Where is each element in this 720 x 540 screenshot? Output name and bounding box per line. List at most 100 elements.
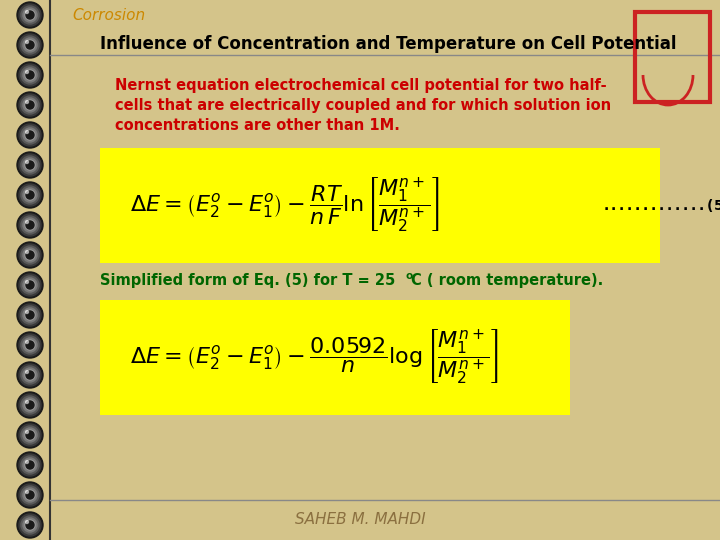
Circle shape <box>29 14 32 17</box>
Circle shape <box>25 280 29 284</box>
Circle shape <box>27 342 33 348</box>
Circle shape <box>19 364 41 386</box>
Circle shape <box>27 132 33 138</box>
Circle shape <box>19 94 41 116</box>
Circle shape <box>26 41 34 49</box>
Circle shape <box>19 334 41 356</box>
Circle shape <box>25 401 29 403</box>
Circle shape <box>25 160 35 170</box>
Circle shape <box>25 461 29 463</box>
Circle shape <box>27 72 33 78</box>
Text: SAHEB M. MAHDI: SAHEB M. MAHDI <box>294 512 426 528</box>
Circle shape <box>17 212 43 238</box>
Circle shape <box>26 281 34 289</box>
Circle shape <box>17 32 43 58</box>
Circle shape <box>19 214 41 236</box>
Circle shape <box>25 341 29 343</box>
Circle shape <box>23 488 37 502</box>
Circle shape <box>26 71 34 79</box>
Circle shape <box>25 400 35 410</box>
Circle shape <box>27 222 33 228</box>
Circle shape <box>25 191 29 193</box>
Circle shape <box>27 402 33 408</box>
Circle shape <box>27 312 33 318</box>
Circle shape <box>25 280 35 290</box>
Circle shape <box>25 521 29 523</box>
Circle shape <box>26 401 34 409</box>
Circle shape <box>19 154 41 176</box>
Circle shape <box>27 162 33 168</box>
Text: o: o <box>406 271 413 281</box>
Circle shape <box>29 44 32 46</box>
Circle shape <box>17 422 43 448</box>
Circle shape <box>17 62 43 88</box>
Text: cells that are electrically coupled and for which solution ion: cells that are electrically coupled and … <box>115 98 611 113</box>
Circle shape <box>21 486 39 504</box>
Circle shape <box>25 40 35 50</box>
Circle shape <box>25 250 35 260</box>
Circle shape <box>25 340 35 350</box>
Circle shape <box>29 224 32 226</box>
Circle shape <box>23 218 37 232</box>
Circle shape <box>29 133 32 137</box>
Circle shape <box>25 100 35 110</box>
Circle shape <box>21 456 39 474</box>
Circle shape <box>29 314 32 316</box>
Circle shape <box>21 6 39 24</box>
Circle shape <box>26 191 34 199</box>
Circle shape <box>19 124 41 146</box>
Circle shape <box>26 221 34 229</box>
Text: Corrosion: Corrosion <box>72 8 145 23</box>
Circle shape <box>29 403 32 407</box>
Circle shape <box>19 484 41 506</box>
Text: $\mathbf{.............(5)}$: $\mathbf{.............(5)}$ <box>603 197 720 213</box>
Circle shape <box>25 190 35 200</box>
Circle shape <box>25 460 35 470</box>
Circle shape <box>23 68 37 82</box>
Circle shape <box>19 34 41 56</box>
Circle shape <box>26 311 34 319</box>
Circle shape <box>27 252 33 258</box>
Circle shape <box>25 100 29 104</box>
Circle shape <box>17 482 43 508</box>
Circle shape <box>21 36 39 54</box>
Circle shape <box>23 128 37 142</box>
Circle shape <box>23 188 37 202</box>
Circle shape <box>23 38 37 52</box>
Circle shape <box>25 10 29 14</box>
Circle shape <box>19 424 41 446</box>
Circle shape <box>21 126 39 144</box>
Circle shape <box>25 220 35 230</box>
Circle shape <box>25 520 35 530</box>
Circle shape <box>26 101 34 109</box>
Circle shape <box>19 64 41 86</box>
Circle shape <box>25 370 35 380</box>
Circle shape <box>23 8 37 22</box>
Circle shape <box>29 193 32 197</box>
Circle shape <box>23 458 37 472</box>
Circle shape <box>23 398 37 412</box>
Circle shape <box>25 251 29 253</box>
Circle shape <box>23 338 37 352</box>
Circle shape <box>17 362 43 388</box>
Circle shape <box>23 158 37 172</box>
Circle shape <box>26 161 34 169</box>
Circle shape <box>21 276 39 294</box>
Circle shape <box>25 131 29 133</box>
Circle shape <box>21 96 39 114</box>
Circle shape <box>27 372 33 378</box>
Circle shape <box>17 332 43 358</box>
Text: concentrations are other than 1M.: concentrations are other than 1M. <box>115 118 400 133</box>
Circle shape <box>25 310 35 320</box>
Circle shape <box>27 522 33 528</box>
Text: $\Delta E = \left(E_2^o - E_1^o\right)-\dfrac{0.0592}{n}\log\left[\dfrac{M_1^{n+: $\Delta E = \left(E_2^o - E_1^o\right)-\… <box>130 327 499 387</box>
Circle shape <box>29 434 32 436</box>
Circle shape <box>19 454 41 476</box>
Circle shape <box>19 304 41 326</box>
Circle shape <box>21 426 39 444</box>
Circle shape <box>27 192 33 198</box>
Text: Nernst equation electrochemical cell potential for two half-: Nernst equation electrochemical cell pot… <box>115 78 607 93</box>
Circle shape <box>25 10 35 20</box>
Circle shape <box>17 512 43 538</box>
Circle shape <box>21 336 39 354</box>
